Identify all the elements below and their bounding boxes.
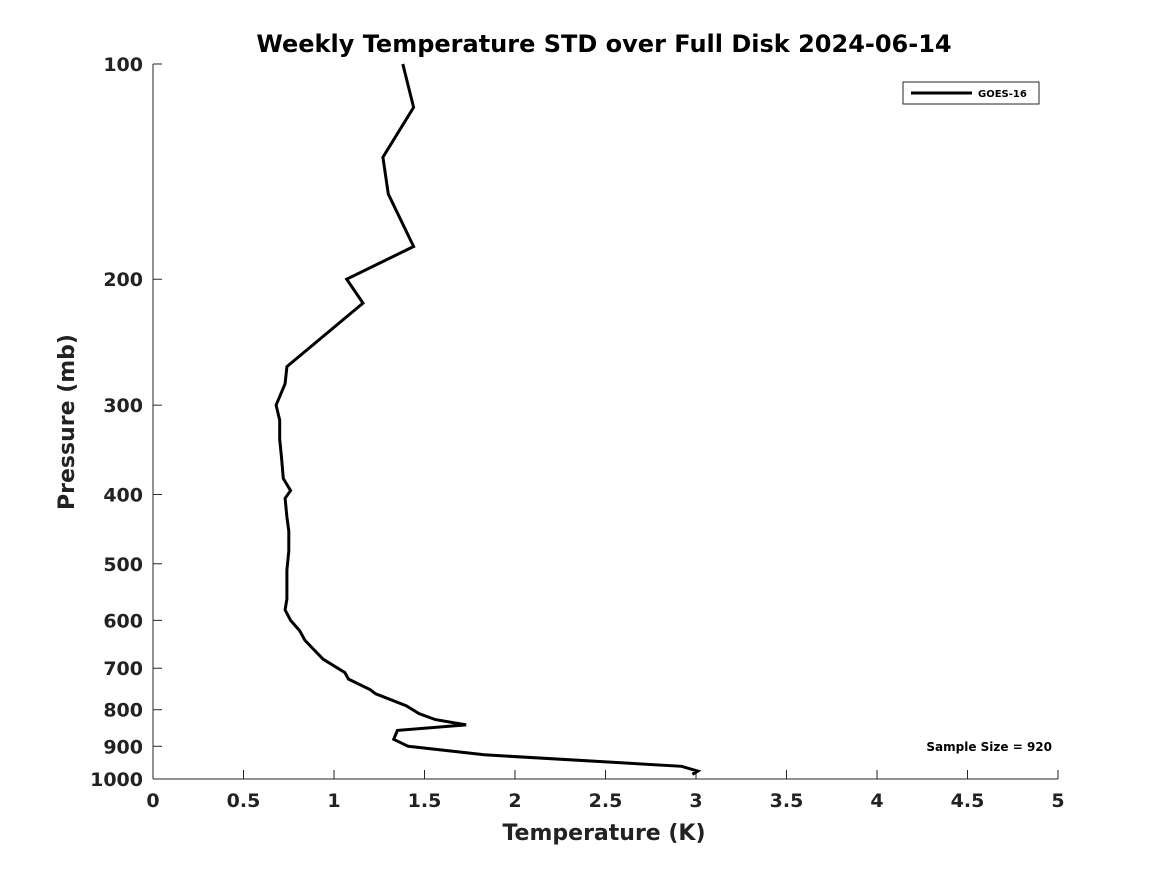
- x-tick-label: 4: [870, 790, 883, 812]
- x-tick-label: 3: [689, 790, 702, 812]
- y-tick-label: 100: [103, 54, 143, 76]
- x-axis-label: Temperature (K): [502, 821, 705, 846]
- legend: GOES-16: [902, 81, 1040, 105]
- sample-size-annotation: Sample Size = 920: [926, 740, 1052, 754]
- y-tick-label: 700: [103, 658, 143, 680]
- x-tick-label: 2: [508, 790, 521, 812]
- plot-area: 0 0.5 1 1.5 2 2.5 3 3.5 4 4.5 5 100 200 300 400 500 600…: [90, 54, 1065, 812]
- y-axis-ticks: 100 200 300 400 500 600 700 800 900 1000: [90, 54, 162, 791]
- x-tick-label: 4.5: [951, 790, 985, 812]
- y-tick-label: 200: [103, 269, 143, 291]
- legend-label-goes-16: GOES-16: [978, 89, 1027, 100]
- x-axis-ticks: 0 0.5 1 1.5 2 2.5 3 3.5 4 4.5 5: [146, 770, 1065, 812]
- y-axis-label: Pressure (mb): [55, 334, 80, 510]
- y-tick-label: 400: [103, 484, 143, 506]
- y-tick-label: 900: [103, 736, 143, 758]
- x-tick-label: 1: [327, 790, 340, 812]
- series-line-goes-16: [274, 63, 702, 776]
- y-tick-label: 1000: [90, 769, 143, 791]
- y-tick-label: 600: [103, 610, 143, 632]
- x-tick-label: 0.5: [227, 790, 261, 812]
- y-tick-label: 500: [103, 554, 143, 576]
- y-tick-label: 300: [103, 395, 143, 417]
- x-tick-label: 3.5: [770, 790, 804, 812]
- series-layer: [274, 63, 702, 776]
- chart-title: Weekly Temperature STD over Full Disk 20…: [256, 30, 951, 58]
- x-tick-label: 2.5: [589, 790, 623, 812]
- x-tick-label: 1.5: [408, 790, 442, 812]
- y-tick-label: 800: [103, 700, 143, 722]
- x-tick-label: 5: [1051, 790, 1064, 812]
- x-tick-label: 0: [146, 790, 159, 812]
